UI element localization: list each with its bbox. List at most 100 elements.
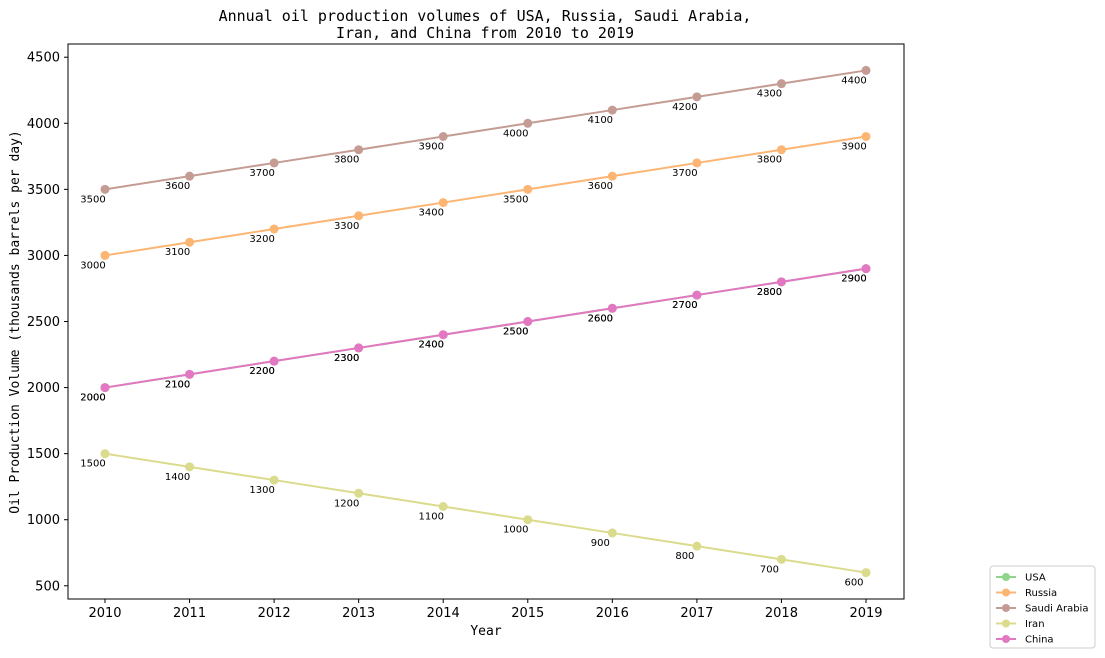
data-point-iran	[523, 515, 533, 525]
data-label-iran: 900	[591, 538, 610, 549]
data-point-china	[776, 277, 786, 287]
data-point-china	[100, 383, 110, 393]
y-tick-label: 1000	[27, 513, 60, 528]
data-point-china	[861, 264, 871, 274]
x-tick-label: 2016	[596, 606, 629, 621]
series-line-china	[104, 267, 867, 389]
data-point-china	[692, 290, 702, 300]
data-label-saudi-arabia: 3700	[249, 168, 274, 179]
y-tick-label: 2000	[27, 381, 60, 396]
x-tick-label: 2013	[342, 606, 375, 621]
data-point-china	[185, 369, 195, 379]
y-tick-label: 4500	[27, 51, 60, 66]
data-label-usa: 2500	[503, 327, 528, 338]
x-tick-label: 2015	[511, 606, 544, 621]
legend-marker	[1002, 619, 1010, 628]
legend-marker	[1002, 604, 1010, 612]
data-point-russia	[354, 211, 364, 221]
data-label-saudi-arabia: 4200	[672, 102, 697, 113]
legend-item-iran: Iran	[996, 619, 1045, 630]
x-tick-label: 2010	[88, 606, 121, 621]
data-label-iran: 1100	[418, 512, 443, 523]
data-point-iran	[607, 528, 617, 538]
data-label-china: 2300	[334, 353, 359, 364]
y-tick-label: 2500	[27, 315, 60, 330]
legend-label: Russia	[1025, 588, 1057, 599]
data-point-iran	[185, 462, 195, 472]
data-label-saudi-arabia: 3900	[418, 142, 443, 153]
data-label-russia: 3800	[757, 155, 782, 166]
legend-item-china: China	[996, 635, 1054, 646]
data-label-usa: 2600	[588, 313, 613, 324]
legend: USA Russia Saudi Arabia Iran China	[989, 565, 1096, 649]
data-point-saudi-arabia	[185, 171, 195, 181]
x-axis-label: Year	[470, 624, 501, 639]
data-label-iran: 700	[760, 564, 779, 575]
data-point-china	[354, 343, 364, 353]
data-point-china	[269, 356, 279, 366]
x-tick-label: 2011	[173, 606, 206, 621]
data-label-china: 2100	[165, 379, 190, 390]
legend-label: Saudi Arabia	[1025, 604, 1088, 615]
data-label-usa: 2900	[841, 274, 866, 285]
legend-label: Iran	[1025, 619, 1045, 630]
data-label-china: 2800	[757, 287, 782, 298]
y-tick-label: 3500	[27, 183, 60, 198]
data-label-usa: 2200	[249, 366, 274, 377]
data-point-saudi-arabia	[523, 118, 533, 128]
x-tick-label: 2018	[765, 606, 798, 621]
data-point-saudi-arabia	[354, 145, 364, 155]
data-label-usa: 2800	[757, 287, 782, 298]
legend-item-russia: Russia	[996, 588, 1057, 599]
legend-item-usa: USA	[996, 573, 1046, 584]
data-label-saudi-arabia: 3800	[334, 155, 359, 166]
data-label-iran: 1400	[165, 472, 190, 483]
data-point-saudi-arabia	[100, 184, 110, 194]
data-label-saudi-arabia: 3600	[165, 181, 190, 192]
data-point-iran	[692, 541, 702, 551]
legend-label: China	[1025, 635, 1054, 646]
x-tick-label: 2017	[680, 606, 713, 621]
data-label-russia: 3500	[503, 194, 528, 205]
data-point-russia	[438, 198, 448, 208]
data-label-china: 2900	[841, 274, 866, 285]
y-axis: 500 1000 1500 2000 2500 3000 3500 4000 4500	[27, 51, 68, 594]
y-tick-label: 4000	[27, 117, 60, 132]
data-label-russia: 3200	[249, 234, 274, 245]
data-point-iran	[269, 475, 279, 485]
data-point-saudi-arabia	[607, 105, 617, 115]
data-label-russia: 3900	[841, 142, 866, 153]
data-label-saudi-arabia: 4400	[841, 75, 866, 86]
data-label-usa: 2000	[80, 393, 105, 404]
data-point-iran	[438, 502, 448, 511]
data-label-russia: 3300	[334, 221, 359, 232]
data-point-iran	[354, 488, 364, 498]
data-label-russia: 3400	[418, 208, 443, 219]
data-point-saudi-arabia	[438, 132, 448, 141]
data-labels-layer: 2000 2100 2200 2300 2400 2500 2600 2700 2800 2900…	[80, 75, 866, 588]
data-point-russia	[269, 224, 279, 234]
data-label-iran: 800	[675, 551, 694, 562]
series-iran	[100, 449, 871, 578]
data-label-china: 2500	[503, 327, 528, 338]
data-label-saudi-arabia: 4300	[757, 89, 782, 100]
data-label-russia: 3000	[80, 260, 105, 271]
data-point-iran	[776, 554, 786, 564]
data-point-china	[607, 303, 617, 313]
legend-item-saudi-arabia: Saudi Arabia	[996, 604, 1088, 615]
x-axis: 2010 2011 2012 2013 2014 2015 2016 2017 2018 2019	[88, 599, 883, 621]
data-label-saudi-arabia: 4000	[503, 128, 528, 139]
data-label-china: 2600	[588, 313, 613, 324]
data-point-russia	[185, 237, 195, 247]
data-point-russia	[100, 250, 110, 260]
data-label-iran: 1500	[80, 459, 105, 470]
data-label-russia: 3600	[588, 181, 613, 192]
data-label-russia: 3700	[672, 168, 697, 179]
data-point-china	[438, 330, 448, 340]
data-label-saudi-arabia: 4100	[588, 115, 613, 126]
series-line-russia	[104, 135, 867, 257]
series-layer	[100, 65, 871, 578]
data-point-china	[523, 317, 533, 326]
data-point-russia	[776, 145, 786, 155]
